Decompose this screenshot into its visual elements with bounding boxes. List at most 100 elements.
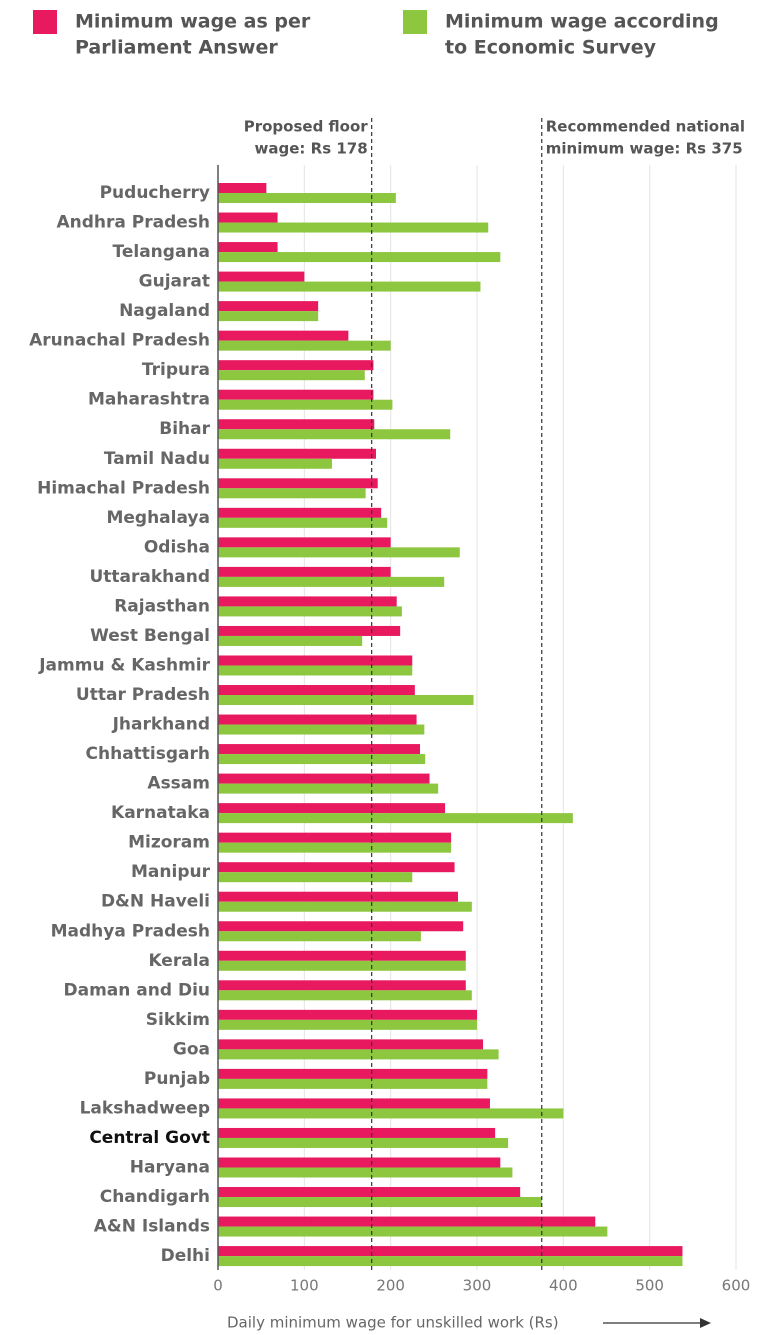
bar [218,773,430,784]
bar [218,931,421,942]
bar [218,744,421,755]
bar [218,330,349,341]
bar [218,370,365,381]
reference-label: Recommended national [546,118,745,136]
category-label: Uttarakhand [89,567,210,587]
arrow-head [700,1318,711,1328]
category-label: Telangana [113,242,210,262]
legend-label: Minimum wage as per [75,11,311,33]
bar [218,389,374,400]
category-label: Delhi [161,1246,210,1266]
reference-label: wage: Rs 178 [255,140,368,158]
bar [218,606,402,617]
bar [218,360,374,371]
category-label: Jammu & Kashmir [38,655,210,675]
bar [218,1019,477,1030]
bar [218,281,481,292]
category-label: Chhattisgarh [86,744,210,764]
x-tick-label: 300 [463,1277,492,1295]
x-tick-label: 400 [549,1277,578,1295]
category-label: Maharashtra [88,390,210,410]
bar [218,685,415,696]
bar [218,960,466,971]
category-label: Mizoram [128,833,210,853]
category-label: Himachal Pradesh [37,478,210,498]
bar [218,990,472,1001]
category-label: Meghalaya [106,508,210,528]
category-label: Jharkhand [112,715,210,735]
category-label: Bihar [159,419,210,439]
bar [218,547,460,558]
bar [218,242,278,253]
bar [218,488,366,499]
bar [218,507,382,518]
category-label: Goa [173,1039,210,1059]
x-tick-label: 200 [376,1277,405,1295]
bar [218,576,445,587]
bar [218,301,319,312]
bar [218,635,363,646]
bar [218,813,573,824]
bar [218,872,413,883]
x-tick-label: 500 [635,1277,664,1295]
category-label: A&N Islands [94,1217,210,1237]
category-label: Madhya Pradesh [51,921,210,941]
bar [218,695,474,706]
legend-swatch [403,10,427,34]
x-axis-label: Daily minimum wage for unskilled work (R… [227,1314,559,1332]
category-label: Tripura [142,360,210,380]
category-label: Tamil Nadu [104,449,210,469]
bar [218,517,388,528]
bar [218,566,391,577]
category-label: Odisha [144,537,210,557]
bar [218,183,267,193]
category-label: Karnataka [111,803,210,823]
legend-swatch [33,10,57,34]
bar [218,222,489,233]
bar [218,252,501,263]
bar [218,212,278,223]
bar [218,655,413,666]
x-tick-label: 0 [213,1277,223,1295]
bar [218,950,466,961]
bar [218,803,446,814]
category-label: Haryana [130,1157,210,1177]
category-label: Punjab [144,1069,210,1089]
bar [218,537,391,548]
bar [218,1078,488,1089]
category-label: Puducherry [100,183,210,203]
category-label: Rajasthan [114,596,210,616]
bar [218,1187,521,1198]
category-label: Sikkim [146,1010,210,1030]
category-label: Daman and Diu [64,980,211,1000]
bar [218,724,425,735]
legend-label: Parliament Answer [75,37,278,59]
category-label: West Bengal [90,626,210,646]
bar [218,1108,564,1119]
bar [218,1137,509,1148]
category-label: Nagaland [119,301,210,321]
category-label: Kerala [148,951,210,971]
bar [218,1068,488,1079]
bar [218,714,417,725]
bar [218,783,439,794]
bar [218,340,391,351]
bar [218,1009,477,1020]
bar [218,842,452,853]
bar [218,419,375,430]
bar [218,901,472,912]
bar [218,1256,683,1267]
bar [218,1049,499,1060]
bar [218,1216,596,1227]
category-label: Assam [147,774,210,794]
bar [218,311,319,322]
bar [218,862,455,873]
bar [218,625,401,636]
bar [218,754,426,765]
reference-label: Proposed floor [244,118,369,136]
bar [218,1039,484,1050]
category-label: Arunachal Pradesh [29,331,210,351]
legend-label: to Economic Survey [445,37,657,59]
category-label: D&N Haveli [101,892,210,912]
bar [218,832,452,843]
